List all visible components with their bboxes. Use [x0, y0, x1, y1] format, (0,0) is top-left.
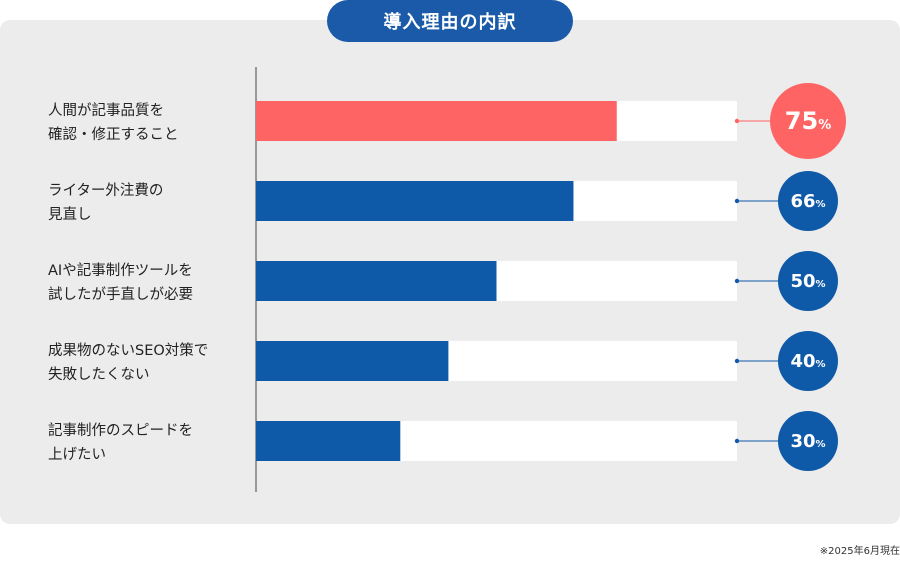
- value-label: 30%: [790, 431, 825, 452]
- value-circle: [778, 251, 838, 311]
- bar: [256, 181, 574, 221]
- category-label: 記事制作のスピードを上げたい: [48, 422, 193, 463]
- connector-dot: [734, 438, 740, 444]
- connector-dot: [734, 118, 740, 124]
- category-label: 成果物のないSEO対策で失敗したくない: [48, 342, 208, 383]
- bar: [256, 261, 497, 301]
- connector-dot: [734, 198, 740, 204]
- chart-title: 導入理由の内訳: [327, 0, 573, 42]
- value-label: 50%: [790, 271, 825, 292]
- value-label: 75%: [785, 107, 831, 135]
- connector-dot: [734, 358, 740, 364]
- bar: [256, 101, 617, 141]
- bar: [256, 421, 401, 461]
- connector-dot: [734, 278, 740, 284]
- category-label: AIや記事制作ツールを試したが手直しが必要: [48, 262, 193, 303]
- category-label: ライター外注費の見直し: [48, 182, 163, 223]
- date-note: ※2025年6月現在: [819, 546, 900, 557]
- category-label: 人間が記事品質を確認・修正すること: [48, 101, 179, 143]
- value-label: 66%: [790, 191, 825, 212]
- value-label: 40%: [790, 351, 825, 372]
- value-circle: [778, 331, 838, 391]
- value-circle: [770, 83, 846, 159]
- bar: [256, 341, 449, 381]
- value-circle: [778, 171, 838, 231]
- value-circle: [778, 411, 838, 471]
